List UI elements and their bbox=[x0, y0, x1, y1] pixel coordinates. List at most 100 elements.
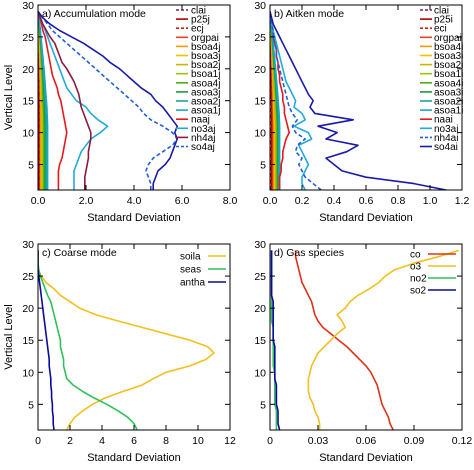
series-line-unnamed-16 bbox=[38, 10, 178, 190]
y-tick-label: 25 bbox=[22, 32, 34, 44]
y-tick-label: 10 bbox=[22, 367, 34, 379]
panel-title: b) Aitken mode bbox=[274, 8, 344, 20]
series-line-asoa1i bbox=[270, 11, 281, 190]
legend-label-clai: clai bbox=[191, 6, 206, 17]
legend-label-asoa2i: asoa2i bbox=[434, 97, 463, 108]
legend-label-co: co bbox=[410, 250, 421, 261]
y-tick-label: 30 bbox=[254, 0, 266, 12]
x-tick-label: 4 bbox=[99, 435, 105, 447]
legend-label-ecj: ecj bbox=[191, 24, 204, 35]
legend-label-no2: no2 bbox=[410, 274, 427, 285]
y-tick-label: 25 bbox=[22, 271, 34, 283]
y-tick-label: 30 bbox=[22, 0, 34, 12]
legend-label-orgpai: orgpai bbox=[434, 33, 462, 44]
y-tick-label: 10 bbox=[22, 128, 34, 140]
series-line-naaj bbox=[38, 11, 68, 190]
series-line-antha bbox=[38, 250, 55, 430]
plot-frame bbox=[37, 243, 231, 431]
y-tick-label: 15 bbox=[254, 96, 266, 108]
y-tick-label: 15 bbox=[22, 335, 34, 347]
x-axis-label: Standard Deviation bbox=[87, 212, 181, 224]
x-tick-label: 0.0 bbox=[263, 195, 278, 207]
x-tick-label: 0.8 bbox=[391, 195, 406, 207]
legend-label-clai: clai bbox=[434, 6, 449, 17]
series-line-eci bbox=[270, 11, 274, 190]
series-line-asoa1j bbox=[38, 11, 49, 190]
x-tick-label: 10 bbox=[192, 435, 204, 447]
x-tick-label: 8 bbox=[163, 435, 169, 447]
x-tick-label: 2 bbox=[67, 435, 73, 447]
legend-label-eci: eci bbox=[434, 24, 447, 35]
chart-panel-3: 0 2 4 6 8 10 12 5 10 15 20 25 30 c) Coarse mode Standa… bbox=[3, 239, 236, 464]
legend-label-nh4ai: nh4ai bbox=[434, 133, 458, 144]
legend-label-bsoa2i: bsoa2i bbox=[434, 60, 463, 71]
legend: claip25ieciorgpaibsoa4ibsoa3ibsoa2ibsoa1… bbox=[420, 6, 463, 153]
y-tick-label: 10 bbox=[254, 367, 266, 379]
x-tick-label: 0.6 bbox=[359, 195, 374, 207]
y-tick-label: 30 bbox=[22, 239, 34, 251]
series-line-nh4ai bbox=[270, 11, 322, 190]
x-tick-label: 6 bbox=[131, 435, 137, 447]
x-tick-label: 0.4 bbox=[327, 195, 342, 207]
chart-panel-2: 0.0 0.2 0.4 0.6 0.8 1.0 1.2 5 10 15 20 25 30 b) Aitke… bbox=[254, 0, 469, 224]
legend-label-bsoa2j: bsoa2j bbox=[191, 60, 220, 71]
legend: claip25jecjorgpaibsoa4jbsoa3jbsoa2jbsoa1… bbox=[176, 6, 220, 153]
x-tick-label: 1.2 bbox=[455, 195, 470, 207]
series-line-o3 bbox=[307, 249, 460, 430]
x-tick-label: 6.0 bbox=[175, 195, 190, 207]
legend-label-o3: o3 bbox=[410, 262, 422, 273]
y-tick-label: 20 bbox=[254, 64, 266, 76]
series-line-so4ai bbox=[270, 11, 447, 190]
legend-label-no3aj: no3aj bbox=[191, 124, 215, 135]
x-tick-label: 12 bbox=[224, 435, 236, 447]
legend-label-asoa1j: asoa1j bbox=[191, 106, 220, 117]
legend-label-asoa3i: asoa3i bbox=[434, 87, 463, 98]
x-tick-label: 0.0 bbox=[31, 195, 46, 207]
y-tick-label: 5 bbox=[260, 159, 266, 171]
legend-label-asoa4j: asoa4j bbox=[191, 78, 220, 89]
chart-panel-1: 0.0 2.0 4.0 6.0 8.0 5 10 15 20 25 30 a) Accumulatio… bbox=[3, 0, 237, 224]
x-tick-label: 1.0 bbox=[423, 195, 438, 207]
legend-label-seas: seas bbox=[180, 265, 201, 276]
series-line-nh4aj bbox=[38, 11, 92, 190]
x-tick-label: 2.0 bbox=[79, 195, 94, 207]
x-tick-label: 0.09 bbox=[404, 435, 425, 447]
series-line-co bbox=[294, 250, 394, 430]
legend-label-p25i: p25i bbox=[434, 15, 453, 26]
panel-title: a) Accumulation mode bbox=[42, 8, 146, 20]
legend-label-no3ai: no3ai bbox=[434, 124, 458, 135]
panel-title: c) Coarse mode bbox=[42, 247, 117, 259]
y-tick-label: 30 bbox=[254, 239, 266, 251]
chart-panel-4: 0 0.03 0.06 0.09 0.12 5 10 15 20 25 30 d) Gas speci… bbox=[254, 239, 472, 464]
legend: soila seas antha bbox=[180, 252, 226, 289]
legend-label-naaj: naaj bbox=[191, 115, 210, 126]
x-tick-label: 0.03 bbox=[308, 435, 329, 447]
y-tick-label: 10 bbox=[254, 128, 266, 140]
y-tick-label: 20 bbox=[22, 64, 34, 76]
legend-label-asoa4i: asoa4i bbox=[434, 78, 463, 89]
y-axis-label: Vertical Level bbox=[3, 304, 15, 369]
y-tick-label: 5 bbox=[28, 399, 34, 411]
y-tick-label: 20 bbox=[22, 303, 34, 315]
legend-label-bsoa3j: bsoa3j bbox=[191, 51, 220, 62]
x-tick-label: 8.0 bbox=[223, 195, 238, 207]
y-tick-label: 15 bbox=[22, 96, 34, 108]
legend-label-antha: antha bbox=[180, 278, 205, 289]
x-axis-label: Standard Deviation bbox=[319, 212, 413, 224]
legend-label-bsoa1j: bsoa1j bbox=[191, 69, 220, 80]
series-group bbox=[270, 11, 447, 190]
series-line-seas bbox=[38, 250, 138, 430]
x-tick-label: 0.2 bbox=[295, 195, 310, 207]
legend-label-p25j: p25j bbox=[191, 15, 210, 26]
series-line-no3ai bbox=[270, 11, 313, 190]
legend-label-asoa3j: asoa3j bbox=[191, 87, 220, 98]
y-tick-label: 25 bbox=[254, 271, 266, 283]
y-tick-label: 20 bbox=[254, 303, 266, 315]
legend-label-so4aj: so4aj bbox=[191, 142, 215, 153]
series-line-soila bbox=[38, 250, 215, 430]
legend-label-soila: soila bbox=[180, 252, 201, 263]
x-axis-label: Standard Deviation bbox=[87, 452, 181, 464]
y-tick-label: 25 bbox=[254, 32, 266, 44]
